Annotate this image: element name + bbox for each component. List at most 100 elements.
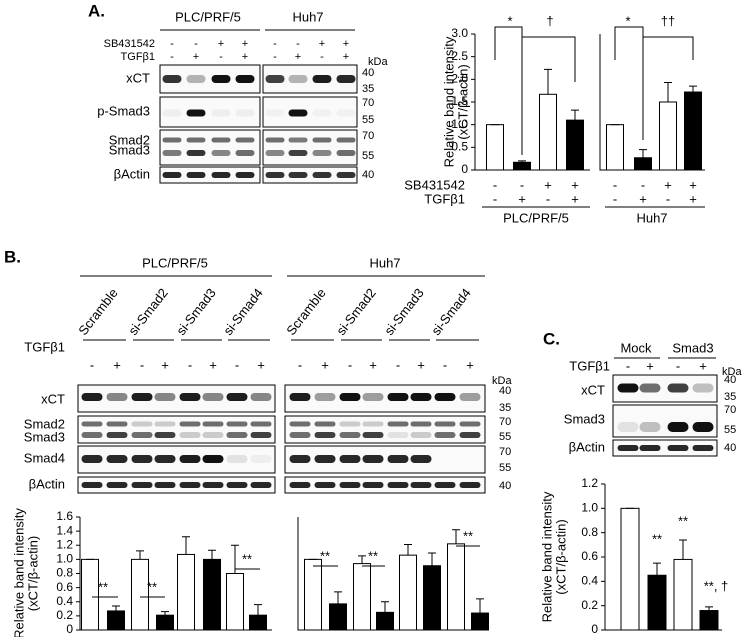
- band: [336, 75, 356, 83]
- bar: [81, 558, 99, 631]
- band: [131, 393, 153, 401]
- significance-marker: **: [98, 579, 108, 594]
- significance-marker: *: [625, 13, 630, 28]
- y-axis-title: Relative band intensity: [539, 491, 554, 622]
- band: [692, 383, 714, 393]
- bar: [376, 611, 394, 631]
- band: [186, 109, 206, 117]
- error-bar: [208, 549, 216, 560]
- band: [162, 137, 182, 143]
- kda-label: 70: [724, 404, 736, 416]
- band: [250, 421, 272, 427]
- blot-frame: [77, 415, 276, 444]
- bar: [699, 610, 719, 631]
- row-label: Smad3: [109, 142, 150, 157]
- treatment-sign: -: [235, 357, 239, 372]
- kda-label: 35: [724, 391, 736, 403]
- error-bar: [254, 604, 262, 616]
- treatment-sign: -: [676, 358, 680, 373]
- kda-label: 55: [499, 462, 511, 474]
- treatment-sign: -: [219, 51, 223, 63]
- blot-frame: [262, 129, 358, 166]
- group-label: Huh7: [369, 255, 400, 270]
- y-tick-label: 0.8: [581, 525, 598, 539]
- band: [211, 150, 231, 156]
- treatment-sign: +: [242, 38, 248, 50]
- lane-label: si-Smad4: [220, 285, 266, 338]
- significance-marker: **: [242, 551, 252, 566]
- kda-title: kDa: [722, 366, 742, 378]
- band: [211, 75, 231, 83]
- bar: [249, 614, 267, 631]
- band: [387, 421, 409, 427]
- band: [265, 109, 285, 117]
- band: [186, 150, 206, 156]
- bar: [399, 554, 417, 631]
- kda-label: 70: [499, 446, 511, 458]
- lane-label: Scramble: [75, 285, 121, 338]
- y-tick-label: 1.4: [56, 523, 73, 537]
- treatment-sign: +: [113, 357, 121, 372]
- band: [250, 482, 272, 488]
- group-label: PLC/PRF/5: [175, 9, 241, 24]
- band: [235, 150, 255, 156]
- blot-frame: [612, 404, 718, 438]
- band: [162, 150, 182, 156]
- bar: [131, 558, 149, 631]
- band: [288, 109, 308, 117]
- treatment-sign: -: [188, 357, 192, 372]
- error-bar: [404, 544, 412, 556]
- y-tick-label: 1.0: [56, 552, 73, 566]
- y-tick-label: 0.4: [56, 594, 73, 608]
- treatment-label: SB431542: [104, 38, 155, 50]
- bar: [539, 93, 557, 171]
- y-tick-label: 1.0: [581, 501, 598, 515]
- row-label: xCT: [581, 382, 605, 397]
- band: [336, 150, 356, 156]
- row-label: Smad2: [24, 416, 65, 431]
- band: [667, 445, 689, 451]
- band: [211, 109, 231, 117]
- treatment-sign: +: [466, 357, 474, 372]
- band: [434, 421, 456, 427]
- y-tick-label: 0.6: [581, 549, 598, 563]
- band: [202, 482, 224, 488]
- error-bar: [518, 160, 526, 163]
- condition-sign: -: [613, 177, 617, 192]
- band: [362, 482, 384, 488]
- band: [154, 432, 176, 438]
- band: [617, 422, 639, 432]
- band: [387, 482, 409, 488]
- treatment-sign: +: [242, 51, 248, 63]
- band: [179, 421, 201, 427]
- y-axis-title: (xCT/β-actin): [455, 64, 470, 139]
- bar: [423, 565, 441, 631]
- row-label: βActin: [569, 439, 605, 454]
- lane-label: si-Smad2: [333, 285, 379, 338]
- treatment-sign: -: [296, 38, 300, 50]
- treatment-sign: +: [209, 357, 217, 372]
- band: [226, 482, 248, 488]
- band: [179, 482, 201, 488]
- y-tick-label: 3.0: [451, 26, 468, 40]
- row-label: Smad3: [564, 411, 605, 426]
- condition-sign: -: [546, 191, 550, 206]
- treatment-sign: -: [194, 38, 198, 50]
- condition-sign: +: [689, 177, 697, 192]
- band: [288, 172, 308, 178]
- treatment-sign: +: [161, 357, 169, 372]
- kda-label: 40: [362, 169, 374, 181]
- kda-label: 35: [362, 83, 374, 95]
- bar: [226, 573, 244, 631]
- band: [179, 432, 201, 438]
- band: [336, 172, 356, 178]
- band: [459, 421, 481, 427]
- band: [81, 482, 103, 488]
- band: [459, 432, 481, 438]
- treatment-sign: +: [417, 357, 425, 372]
- bar: [304, 558, 322, 631]
- error-bar: [334, 591, 342, 604]
- band: [250, 393, 272, 401]
- condition-sign: +: [639, 191, 647, 206]
- condition-sign: -: [520, 177, 524, 192]
